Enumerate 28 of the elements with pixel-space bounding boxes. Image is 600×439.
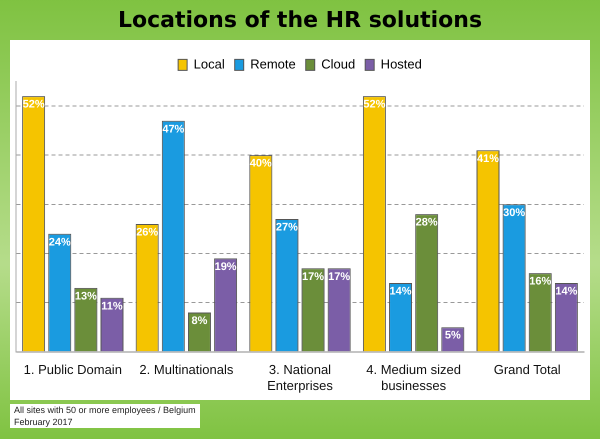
data-label: 17% [328, 270, 350, 283]
legend-label: Cloud [321, 56, 356, 72]
data-label: 47% [162, 123, 185, 136]
x-tick-label: 1. Public Domain [24, 362, 122, 378]
data-label: 52% [22, 98, 45, 111]
data-label: 26% [136, 226, 158, 239]
data-label: 19% [214, 260, 237, 273]
x-tick-label: Grand Total [494, 362, 561, 378]
data-label: 17% [302, 270, 324, 283]
x-tick-label: 2. Multinationals [139, 362, 234, 378]
data-label: 30% [503, 206, 526, 219]
chart-title: Locations of the HR solutions [118, 8, 482, 33]
data-label: 28% [416, 216, 438, 229]
data-label: 24% [48, 236, 71, 248]
legend-label: Local [194, 56, 225, 72]
data-label: 8% [192, 315, 208, 327]
legend-label: Remote [250, 56, 296, 72]
data-label: 5% [444, 330, 461, 342]
data-label: 14% [555, 286, 578, 298]
legend-label: Hosted [380, 56, 422, 72]
data-label: 16% [529, 276, 552, 288]
text: February 2017 [14, 416, 74, 428]
data-label: 14% [390, 286, 412, 298]
x-tick-label: 4. Medium sized businesses [366, 362, 461, 393]
data-label: 11% [101, 300, 123, 312]
data-label: 13% [74, 290, 98, 302]
x-tick-label: 3. National Enterprises [267, 362, 334, 393]
text: All sites with 50 or more employees / Belgium [14, 404, 196, 416]
